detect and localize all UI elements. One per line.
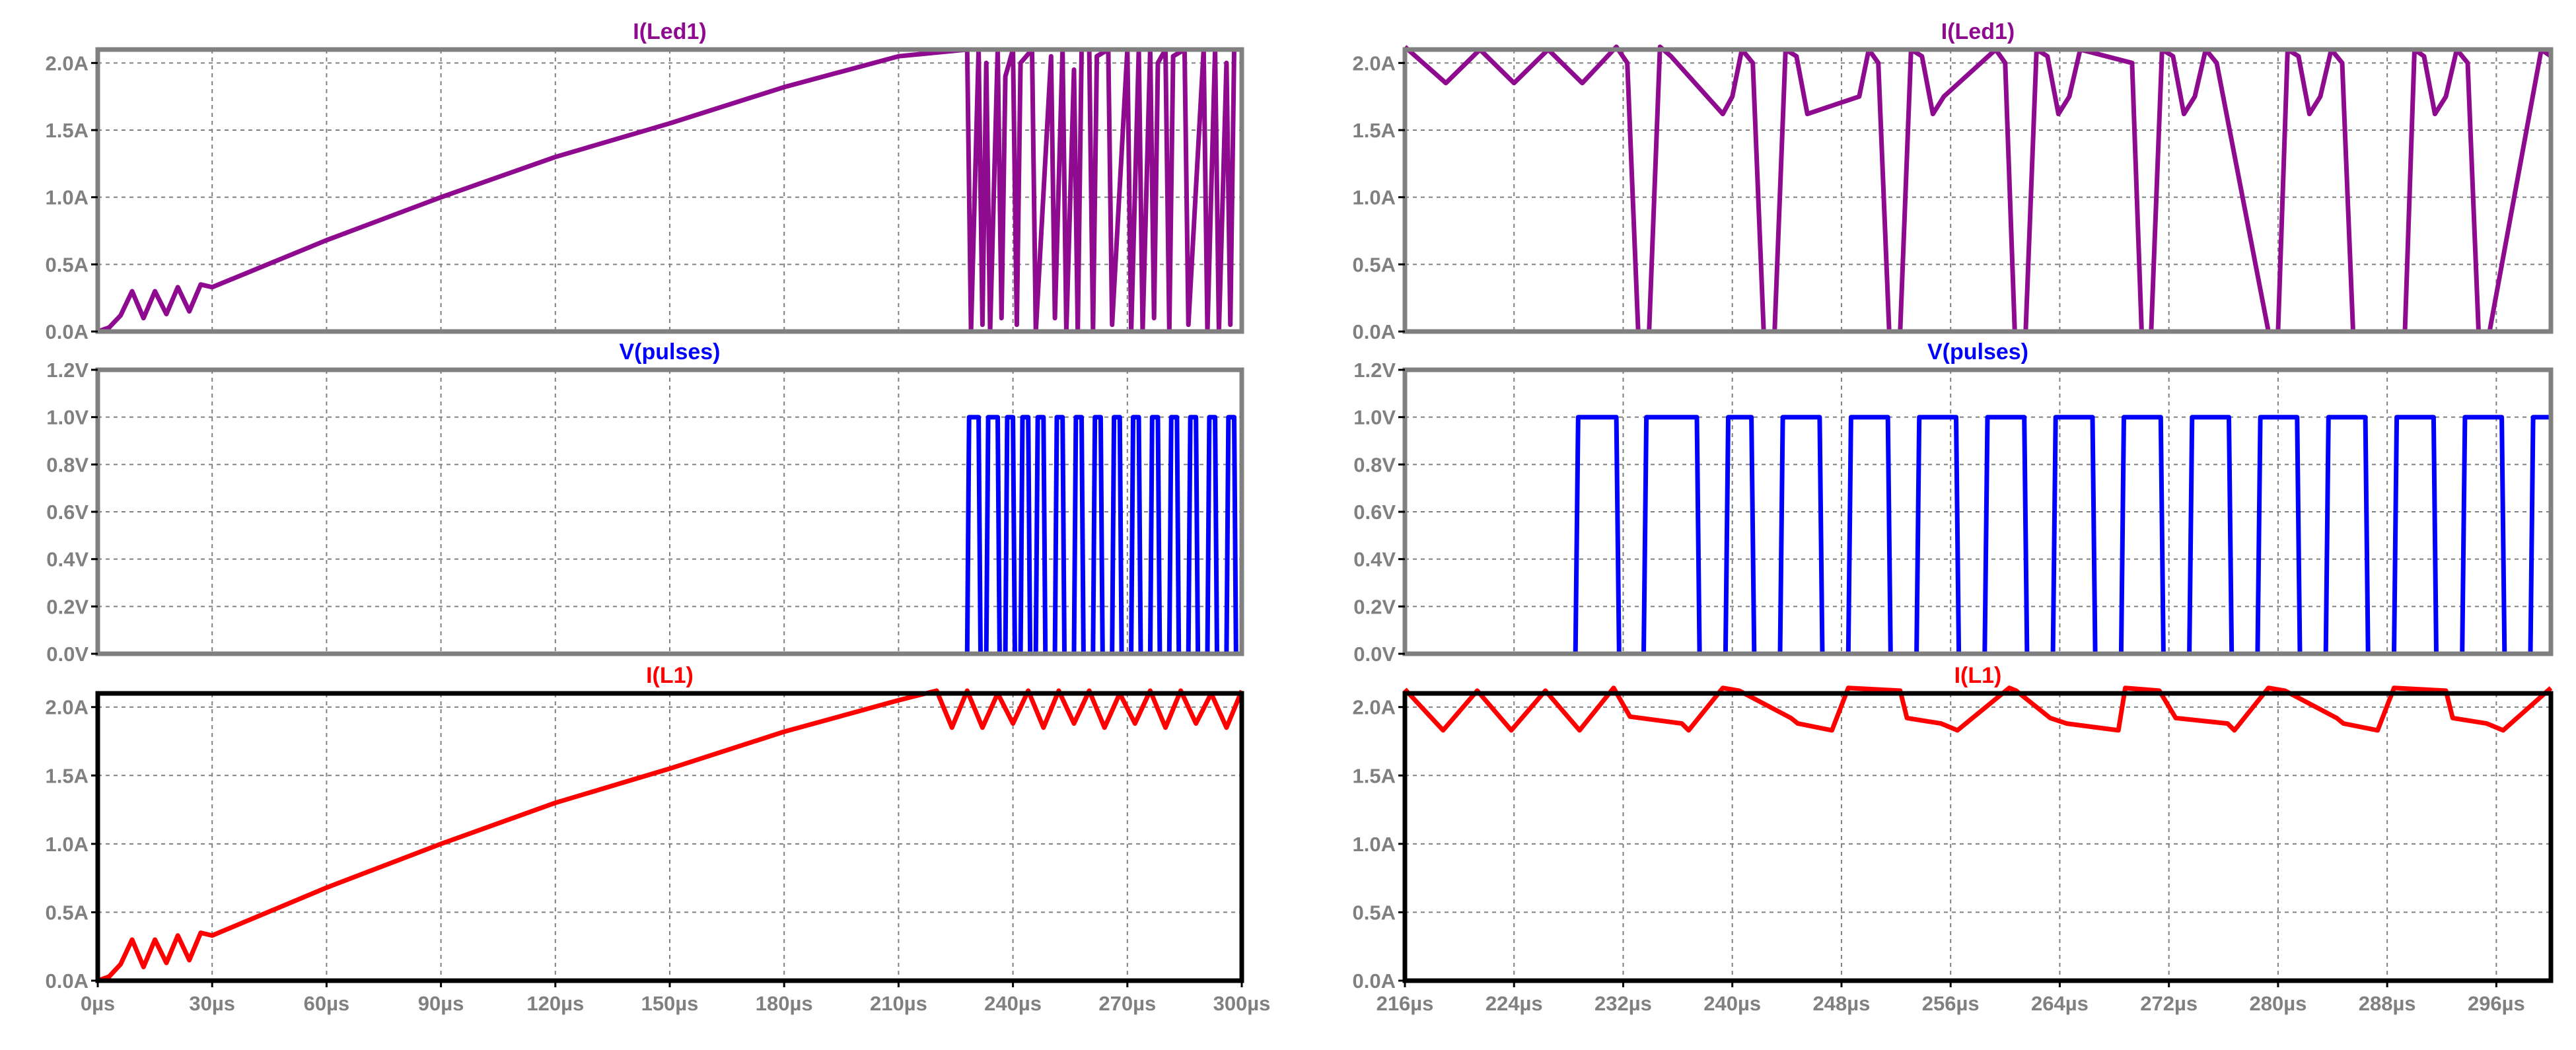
x-tick-label: 120µs (526, 992, 584, 1015)
y-tick-label: 0.0A (1353, 320, 1396, 343)
plot-title: I(L1) (1954, 663, 2002, 688)
y-tick-label: 1.5A (1353, 764, 1396, 787)
y-tick-label: 2.0A (46, 696, 89, 719)
y-tick-label: 0.4V (46, 548, 89, 571)
y-tick-label: 0.0V (1353, 643, 1396, 666)
plot-title: V(pulses) (1927, 339, 2028, 365)
x-tick-label: 264µs (2031, 992, 2089, 1015)
series-trace (1403, 685, 2553, 733)
y-tick-label: 1.2V (46, 359, 89, 382)
y-tick-label: 1.0A (46, 833, 89, 856)
y-tick-label: 0.0A (46, 320, 89, 343)
y-tick-label: 0.0A (1353, 969, 1396, 993)
x-tick-label: 180µs (756, 992, 813, 1015)
x-tick-label: 210µs (870, 992, 927, 1015)
y-tick-label: 0.0A (46, 969, 89, 993)
x-tick-label: 30µs (189, 992, 235, 1015)
y-tick-label: 1.0V (46, 406, 89, 429)
y-tick-label: 1.0A (1353, 833, 1396, 856)
plot-title: I(Led1) (1941, 19, 2015, 44)
y-tick-label: 1.5A (46, 764, 89, 787)
series-trace (1403, 44, 2553, 334)
plot-pane-3: I(Led1) 0.0A 0.5A 1.0A 1.5A 2.0A (1353, 19, 2554, 343)
y-tick-label: 1.0A (1353, 186, 1396, 209)
y-tick-label: 0.8V (46, 453, 89, 476)
x-tick-label: 248µs (1813, 992, 1871, 1015)
x-tick-label: 270µs (1098, 992, 1156, 1015)
y-tick-label: 2.0A (1353, 696, 1396, 719)
x-tick-label: 272µs (2140, 992, 2198, 1015)
y-tick-label: 1.0A (46, 186, 89, 209)
y-tick-label: 0.6V (1353, 501, 1396, 524)
y-tick-label: 0.5A (1353, 253, 1396, 276)
x-tick-label: 60µs (304, 992, 350, 1015)
plot-pane-4: V(pulses) 0.0V 0.2V 0.4V 0.6V 0.8V 1.0V 1.2V (1353, 339, 2554, 666)
y-tick-label: 0.2V (46, 595, 89, 618)
y-tick-label: 0.5A (46, 253, 89, 276)
x-tick-label: 224µs (1485, 992, 1543, 1015)
plot-pane-0: I(Led1) 0.0A 0.5A 1.0A 1.5A 2.0A (46, 19, 1244, 343)
plot-frame (1402, 691, 2554, 983)
x-tick-label: 240µs (984, 992, 1042, 1015)
x-tick-label: 0µs (81, 992, 115, 1015)
x-tick-label: 288µs (2359, 992, 2416, 1015)
y-tick-label: 1.5A (46, 119, 89, 142)
x-tick-label: 90µs (418, 992, 464, 1015)
plot-title: I(Led1) (633, 19, 706, 44)
y-tick-label: 0.5A (1353, 901, 1396, 924)
x-tick-label: 232µs (1594, 992, 1652, 1015)
x-tick-label: 256µs (1922, 992, 1980, 1015)
x-tick-label: 300µs (1213, 992, 1271, 1015)
plot-pane-1: V(pulses) 0.0V 0.2V 0.4V 0.6V 0.8V 1.0V 1.2V (46, 339, 1244, 666)
series-trace (96, 47, 1242, 334)
plot-title: I(L1) (646, 663, 694, 688)
x-tick-label: 150µs (641, 992, 699, 1015)
y-tick-label: 0.4V (1353, 548, 1396, 571)
plot-frame (95, 47, 1244, 334)
x-tick-label: 280µs (2249, 992, 2307, 1015)
series-trace (98, 415, 1242, 656)
y-tick-label: 0.2V (1353, 595, 1396, 618)
series-trace (1405, 415, 2551, 656)
plot-pane-5: I(L1) 0.0A 0.5A 1.0A 1.5A 2.0A 216µs 224µs 232µs… (1353, 663, 2554, 1015)
x-tick-label: 216µs (1377, 992, 1434, 1015)
y-tick-label: 2.0A (46, 52, 89, 75)
y-tick-label: 0.6V (46, 501, 89, 524)
y-tick-label: 0.5A (46, 901, 89, 924)
y-tick-label: 0.8V (1353, 453, 1396, 476)
plot-pane-2: I(L1) 0.0A 0.5A 1.0A 1.5A 2.0A 0µs 30µs 60µs 90µs… (46, 663, 1271, 1015)
plot-title: V(pulses) (619, 339, 720, 365)
y-tick-label: 1.5A (1353, 119, 1396, 142)
y-tick-label: 1.2V (1353, 359, 1396, 382)
series-trace (96, 688, 1244, 983)
plot-frame (1402, 47, 2554, 334)
y-tick-label: 2.0A (1353, 52, 1396, 75)
y-tick-label: 0.0V (46, 643, 89, 666)
x-tick-label: 240µs (1703, 992, 1761, 1015)
y-tick-label: 1.0V (1353, 406, 1396, 429)
x-tick-label: 296µs (2468, 992, 2525, 1015)
